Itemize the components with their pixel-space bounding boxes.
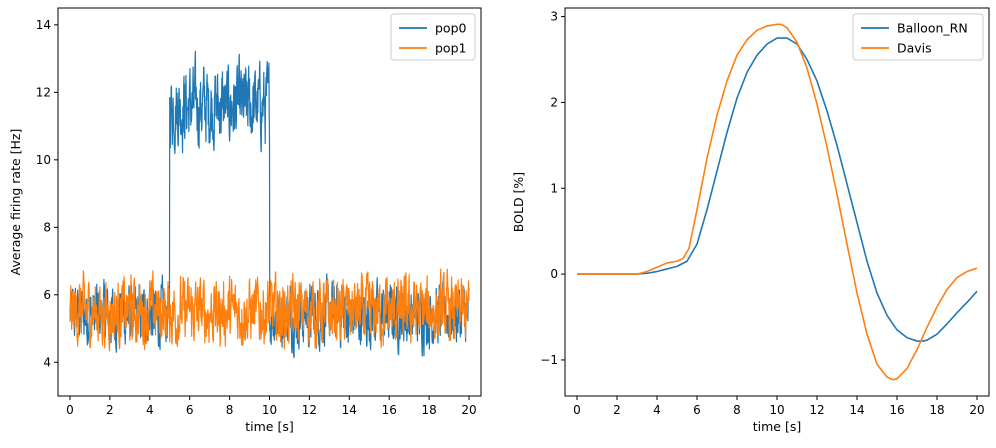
plot-area-firing-rate (69, 50, 470, 359)
x-tick-label: 20 (461, 403, 476, 417)
x-axis-firing-rate: 0 2 4 6 8 10 12 14 16 18 20 (66, 396, 477, 417)
y-tick-label: 10 (36, 153, 51, 167)
x-tick-label: 6 (186, 403, 194, 417)
x-tick-label: 14 (342, 403, 357, 417)
x-axis-label-bold: time [s] (753, 419, 801, 434)
y-tick-label: 8 (43, 220, 51, 234)
x-tick-label: 18 (929, 403, 944, 417)
y-axis-label-bold: BOLD [%] (511, 172, 526, 232)
y-axis-firing-rate: 4 6 8 10 12 14 (36, 18, 58, 369)
legend-entry: pop1 (435, 41, 466, 56)
x-axis-label-firing-rate: time [s] (245, 419, 293, 434)
series-line-pop1 (69, 268, 470, 352)
x-tick-label: 4 (653, 403, 661, 417)
x-tick-label: 12 (302, 403, 317, 417)
chart-firing-rate: 0 2 4 6 8 10 12 14 16 18 20 4 6 8 10 12 14 time [s] Ave… (8, 7, 482, 434)
plot-area-bold (577, 23, 978, 381)
x-tick-label: 0 (573, 403, 581, 417)
y-tick-label: −1 (540, 353, 558, 367)
y-axis-label-firing-rate: Average firing rate [Hz] (8, 129, 23, 276)
x-tick-label: 10 (262, 403, 277, 417)
x-tick-label: 8 (226, 403, 234, 417)
x-tick-label: 16 (382, 403, 397, 417)
x-axis-bold: 0 2 4 6 8 10 12 14 16 18 20 (573, 396, 985, 417)
y-tick-label: 4 (43, 355, 51, 369)
x-tick-label: 14 (849, 403, 864, 417)
legend-bold: Balloon_RN Davis (852, 13, 984, 61)
y-tick-label: 2 (550, 95, 558, 109)
y-tick-label: 0 (550, 267, 558, 281)
legend-entry: Balloon_RN (897, 21, 968, 36)
x-tick-label: 8 (733, 403, 741, 417)
y-tick-label: 1 (550, 181, 558, 195)
y-tick-label: 3 (550, 10, 558, 24)
x-tick-label: 6 (693, 403, 701, 417)
legend-entry: pop0 (435, 21, 467, 36)
x-tick-label: 2 (613, 403, 621, 417)
x-tick-label: 12 (809, 403, 824, 417)
series-line-davis (577, 23, 978, 381)
x-tick-label: 0 (66, 403, 74, 417)
legend-firing-rate: pop0 pop1 (390, 13, 476, 61)
x-tick-label: 20 (969, 403, 984, 417)
legend-entry: Davis (897, 41, 932, 56)
y-tick-label: 14 (36, 18, 51, 32)
x-tick-label: 4 (146, 403, 154, 417)
x-tick-label: 16 (889, 403, 904, 417)
y-tick-label: 12 (36, 85, 51, 99)
y-axis-bold: −1 0 1 2 3 (540, 10, 565, 367)
series-line-balloon-rn (577, 37, 978, 342)
x-tick-label: 2 (106, 403, 114, 417)
y-tick-label: 6 (43, 288, 51, 302)
x-tick-label: 18 (421, 403, 436, 417)
x-tick-label: 10 (769, 403, 784, 417)
axes-frame-bold (564, 7, 990, 397)
